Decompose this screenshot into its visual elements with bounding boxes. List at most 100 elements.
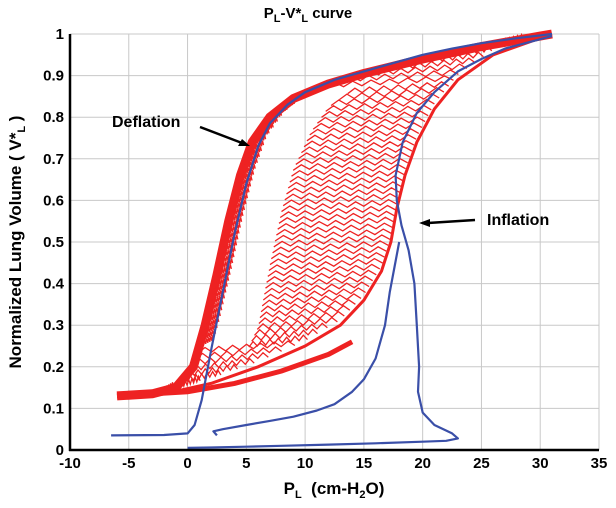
simulated-cycle-line <box>229 205 246 218</box>
simulated-cycle-line <box>191 357 255 372</box>
simulated-cycle-line <box>330 92 440 107</box>
x-tick-label: 20 <box>414 455 431 472</box>
y-tick-label: 0.5 <box>43 234 64 251</box>
simulated-cycle-line <box>312 116 426 130</box>
simulated-cycle-line <box>295 151 411 165</box>
simulated-cycle-line <box>273 234 391 248</box>
simulated-cycle-line <box>217 258 234 271</box>
y-axis-label: Normalized Lung Volume ( V*L ) <box>6 116 28 369</box>
simulated-cycle-line <box>321 104 432 118</box>
annotation-inflation-arrow <box>427 218 476 225</box>
simulated-cycle-line <box>266 269 377 283</box>
simulated-cycle-line <box>197 340 296 354</box>
simulated-cycle-line <box>251 328 318 342</box>
simulated-cycle-line <box>281 198 398 213</box>
simulated-cycle-line <box>301 139 415 154</box>
gridlines <box>69 33 600 451</box>
simulated-cycle-line <box>244 152 260 165</box>
simulated-cycle-line <box>232 193 249 206</box>
simulated-cycle-line <box>306 128 420 142</box>
simulated-cycle-line <box>248 140 265 153</box>
simulated-cycle-line <box>289 169 405 183</box>
simulated-cycle-line <box>278 210 396 224</box>
x-tick-label: 30 <box>532 455 549 472</box>
y-tick-label: 0.8 <box>43 109 64 126</box>
simulated-cycle-line <box>216 264 233 277</box>
simulated-cycle-line <box>225 223 241 236</box>
simulated-cycle-line <box>258 310 345 324</box>
x-tick-label: 25 <box>473 455 490 472</box>
simulated-cycle-line <box>324 75 454 89</box>
simulated-cycle-line <box>215 270 231 283</box>
annotation-inflation: Inflation <box>487 212 549 229</box>
simulated-cycle-line <box>309 122 423 136</box>
simulated-cycle-line <box>436 45 493 59</box>
annotations: Deflation Inflation <box>112 114 549 229</box>
tick-labels: -10 -5 0 5 10 15 20 25 30 35 0 0.1 0.2 0.3 0.4 0.5 0.6 0.… <box>43 26 607 472</box>
y-tick-label: 1 <box>56 26 64 43</box>
simulated-cycle-line <box>254 322 328 336</box>
simulated-cycle-line <box>282 192 399 207</box>
x-axis-label: PL (cm-H2O) <box>284 479 385 501</box>
simulated-cycle-line <box>237 175 253 189</box>
inflation-limb-band <box>116 32 553 398</box>
simulated-cycle-line <box>272 240 389 254</box>
y-tick-label: 0 <box>56 442 64 459</box>
simulated-cycle-line <box>264 281 370 295</box>
simulated-cycle-line <box>226 217 243 230</box>
simulated-cycle-line <box>260 298 356 313</box>
annotation-deflation: Deflation <box>112 114 180 131</box>
x-tick-label: -5 <box>122 455 135 472</box>
simulated-cycle-line <box>199 335 215 348</box>
measured-envelope-line <box>111 32 553 437</box>
x-tick-label: 35 <box>591 455 608 472</box>
annotation-deflation-arrowhead <box>238 139 250 146</box>
simulated-cycle-line <box>317 110 429 124</box>
simulated-cycle-line <box>343 69 459 83</box>
y-tick-label: 0.2 <box>43 359 64 376</box>
simulated-cycle-line <box>286 181 402 195</box>
simulated-cycle-line <box>221 240 238 253</box>
simulated-cycle-line <box>291 163 406 177</box>
simulated-cycle-line <box>269 251 385 266</box>
simulated-cycle-line <box>339 86 445 101</box>
simulated-cycle-line <box>200 329 217 342</box>
simulated-cycle-line <box>194 351 269 366</box>
simulated-cycle-line <box>303 134 417 148</box>
simulated-cycle-line <box>277 216 394 230</box>
simulated-cycle-line <box>270 246 387 260</box>
simulated-cycle-line <box>268 257 383 272</box>
simulated-cycle-line <box>274 228 392 242</box>
simulated-cycle-line <box>267 263 381 277</box>
x-tick-label: 10 <box>297 455 314 472</box>
x-tick-label: 15 <box>356 455 373 472</box>
annotation-deflation-arrow <box>199 125 243 145</box>
x-tick-label: 5 <box>242 455 250 472</box>
simulated-cycle-line <box>259 304 351 319</box>
simulated-cycle-line <box>223 234 239 248</box>
y-tick-label: 0.4 <box>43 276 65 293</box>
y-tick-label: 0.3 <box>43 317 64 334</box>
simulated-cycle-line <box>284 187 400 201</box>
simulated-cycle-line <box>272 105 288 118</box>
y-tick-label: 0.1 <box>43 400 64 417</box>
simulated-cycle-line <box>240 164 256 177</box>
simulated-cycle-line <box>186 363 239 377</box>
simulated-cycle-line <box>265 275 374 289</box>
x-tick-label: -10 <box>59 455 81 472</box>
simulated-cycle-line <box>220 246 236 259</box>
simulated-base-band <box>116 339 354 399</box>
annotation-inflation-arrowhead <box>419 219 430 227</box>
simulated-cycle-line <box>325 98 435 112</box>
simulated-cycle-line <box>235 181 252 195</box>
y-tick-label: 0.9 <box>43 68 64 85</box>
simulated-cycle-line <box>276 222 393 236</box>
simulated-cycle-line <box>298 145 413 160</box>
simulated-cycle-line <box>234 187 250 200</box>
simulated-cycle-line <box>238 170 255 183</box>
simulated-cycle-line <box>411 51 484 65</box>
simulated-cycle-line <box>292 157 409 171</box>
measured-series <box>111 32 553 449</box>
simulated-cycle-line <box>279 204 397 219</box>
simulated-cycle-line <box>224 228 240 242</box>
